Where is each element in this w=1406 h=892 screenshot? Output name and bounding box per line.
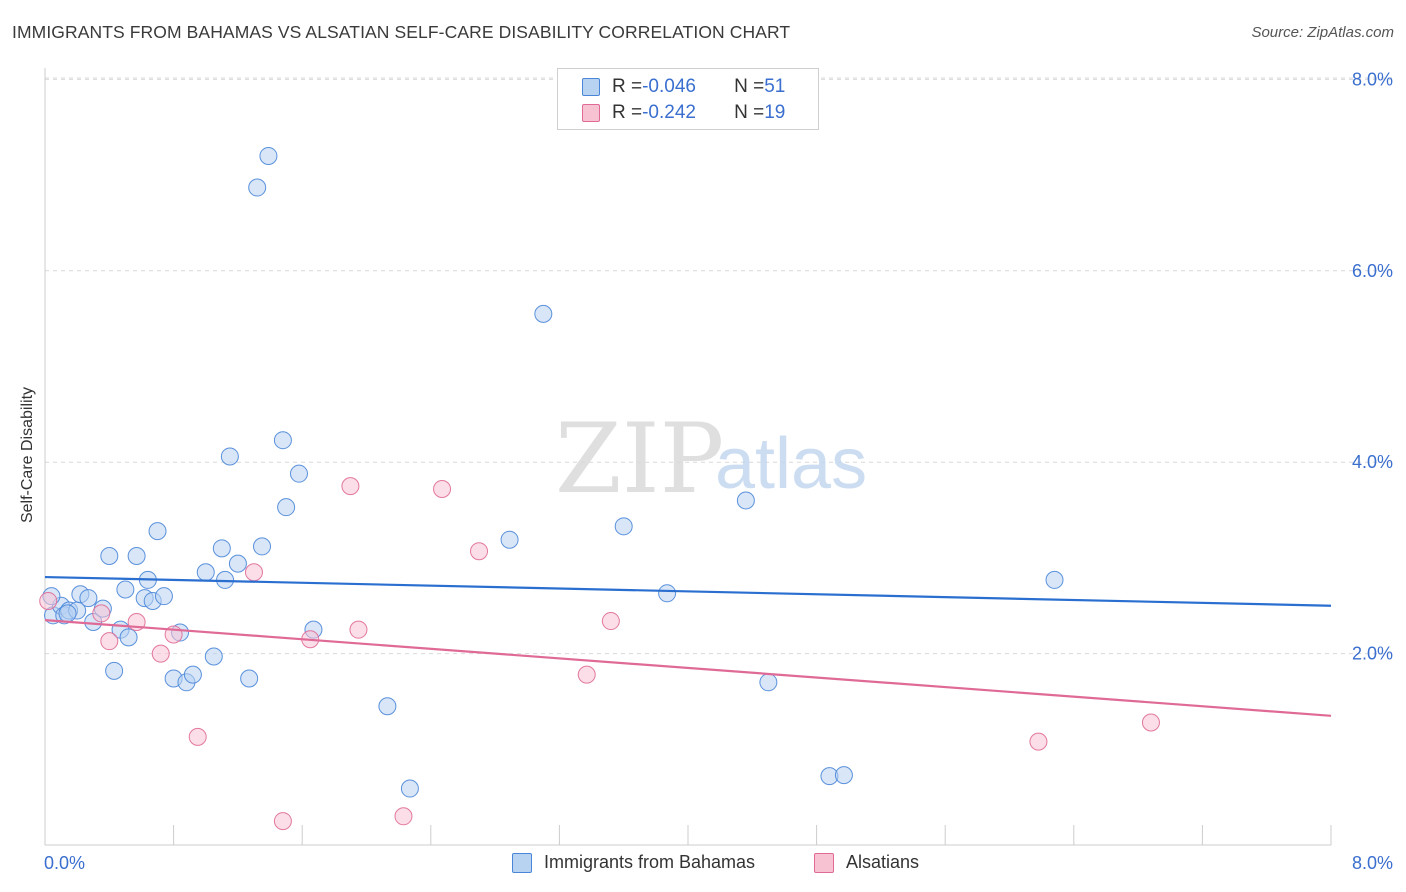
legend-label-alsatians: Alsatians bbox=[846, 852, 920, 872]
chart-title: IMMIGRANTS FROM BAHAMAS VS ALSATIAN SELF… bbox=[12, 22, 791, 42]
stats-row-pink: R = -0.242 N = 19 bbox=[582, 100, 785, 126]
x-tick-label: 8.0% bbox=[1352, 853, 1393, 873]
point-alsatians bbox=[92, 604, 111, 623]
series-points bbox=[39, 146, 1160, 831]
legend-swatch-blue bbox=[512, 852, 532, 873]
point-bahamas bbox=[614, 517, 633, 536]
stats-swatch-blue bbox=[582, 78, 600, 96]
point-bahamas bbox=[240, 669, 259, 688]
trend-lines bbox=[44, 575, 1332, 717]
stats-n-label: N = bbox=[734, 102, 765, 123]
trend-line-alsatians bbox=[44, 619, 1332, 717]
point-bahamas bbox=[500, 530, 519, 549]
point-bahamas bbox=[759, 673, 778, 692]
stats-r-value: -0.242 bbox=[642, 102, 696, 123]
watermark-atlas: atlas bbox=[715, 424, 867, 504]
source-label: Source: ZipAtlas.com bbox=[1251, 24, 1394, 41]
point-bahamas bbox=[259, 146, 278, 165]
point-bahamas bbox=[148, 522, 167, 541]
legend-item-bahamas: Immigrants from Bahamas bbox=[512, 852, 755, 873]
stats-box: R = -0.046 N = 51 R = -0.242 N = 19 bbox=[557, 68, 819, 130]
axes bbox=[44, 68, 1332, 846]
point-bahamas bbox=[196, 563, 215, 582]
point-alsatians bbox=[349, 620, 368, 639]
point-bahamas bbox=[378, 697, 397, 716]
stats-swatch-pink bbox=[582, 104, 600, 122]
y-tick-label: 6.0% bbox=[1352, 261, 1393, 281]
point-alsatians bbox=[341, 477, 360, 496]
point-bahamas bbox=[212, 539, 231, 558]
point-alsatians bbox=[100, 632, 119, 651]
point-bahamas bbox=[183, 665, 202, 684]
point-bahamas bbox=[1045, 570, 1064, 589]
point-bahamas bbox=[58, 604, 77, 623]
point-bahamas bbox=[273, 431, 292, 450]
point-alsatians bbox=[244, 563, 263, 582]
point-bahamas bbox=[119, 628, 138, 647]
point-bahamas bbox=[154, 587, 173, 606]
point-bahamas bbox=[253, 537, 272, 556]
point-bahamas bbox=[105, 661, 124, 680]
point-bahamas bbox=[289, 464, 308, 483]
watermark-zip: ZIP bbox=[555, 403, 724, 515]
point-bahamas bbox=[79, 589, 98, 608]
y-tick-label: 8.0% bbox=[1352, 69, 1393, 89]
tick-labels: 2.0% 4.0% 6.0% 8.0% 0.0% 8.0% bbox=[44, 69, 1393, 873]
point-alsatians bbox=[1141, 713, 1160, 732]
point-bahamas bbox=[658, 584, 677, 603]
point-alsatians bbox=[39, 591, 58, 610]
point-alsatians bbox=[601, 612, 620, 631]
point-bahamas bbox=[534, 304, 553, 323]
point-bahamas bbox=[228, 554, 247, 573]
point-bahamas bbox=[220, 447, 239, 466]
y-tick-label: 2.0% bbox=[1352, 644, 1393, 664]
stats-r-label: R = bbox=[612, 102, 643, 123]
y-tick-label: 4.0% bbox=[1352, 452, 1393, 472]
point-bahamas bbox=[100, 546, 119, 565]
legend-label-bahamas: Immigrants from Bahamas bbox=[544, 852, 756, 872]
point-bahamas bbox=[400, 779, 419, 798]
legend-swatch-pink bbox=[814, 852, 834, 873]
legend-item-alsatians: Alsatians bbox=[814, 852, 919, 873]
point-bahamas bbox=[834, 766, 853, 785]
point-bahamas bbox=[736, 491, 755, 510]
x-tick-label: 0.0% bbox=[44, 853, 85, 873]
point-alsatians bbox=[273, 812, 292, 831]
stats-r-label: R = bbox=[612, 76, 643, 97]
stats-n-label: N = bbox=[734, 76, 765, 97]
watermark: ZIP atlas bbox=[555, 403, 867, 515]
point-bahamas bbox=[127, 546, 146, 565]
point-alsatians bbox=[1029, 732, 1048, 751]
point-alsatians bbox=[188, 727, 207, 746]
stats-n-value: 51 bbox=[764, 76, 786, 97]
point-alsatians bbox=[470, 542, 489, 561]
point-alsatians bbox=[433, 479, 452, 498]
point-bahamas bbox=[248, 178, 267, 197]
point-bahamas bbox=[204, 647, 223, 666]
stats-n-value: 19 bbox=[764, 102, 786, 123]
stats-r-value: -0.046 bbox=[642, 76, 696, 97]
stats-row-blue: R = -0.046 N = 51 bbox=[582, 74, 785, 100]
point-bahamas bbox=[277, 498, 296, 517]
trend-line-bahamas bbox=[44, 575, 1332, 607]
point-alsatians bbox=[394, 807, 413, 826]
point-alsatians bbox=[577, 665, 596, 684]
point-alsatians bbox=[151, 644, 170, 663]
point-bahamas bbox=[116, 580, 135, 599]
